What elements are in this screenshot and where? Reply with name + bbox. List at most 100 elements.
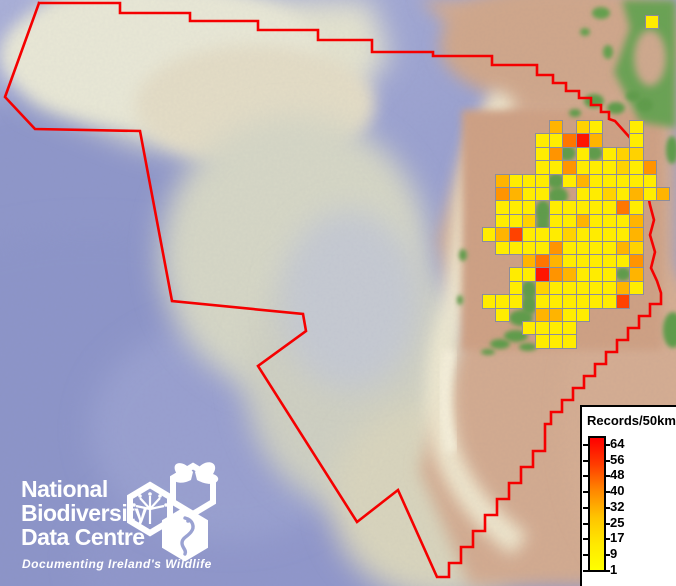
legend-tick-mark bbox=[583, 444, 588, 446]
grid-cell bbox=[575, 307, 590, 322]
legend-tick-label: 56 bbox=[610, 451, 625, 467]
grid-cell bbox=[575, 213, 590, 229]
grid-cell bbox=[642, 173, 657, 188]
grid-cell bbox=[589, 187, 604, 202]
grid-cell bbox=[575, 267, 590, 282]
grid-cell bbox=[589, 254, 604, 269]
legend-tick-mark bbox=[583, 522, 588, 525]
grid-cell bbox=[508, 213, 523, 229]
grid-cell bbox=[535, 254, 550, 269]
grid-cell bbox=[602, 160, 617, 175]
grid-cell bbox=[645, 15, 660, 30]
legend-color-ramp bbox=[588, 436, 606, 572]
grid-cell bbox=[615, 213, 631, 229]
grid-cell bbox=[535, 146, 550, 162]
grid-cell bbox=[629, 213, 644, 229]
grid-cell bbox=[495, 187, 510, 202]
grid-cell bbox=[615, 227, 631, 242]
butterfly-hexagon-icon bbox=[170, 462, 219, 518]
grid-cell bbox=[508, 294, 523, 309]
grid-cell bbox=[562, 213, 577, 229]
grid-cell bbox=[495, 200, 510, 215]
grid-cell bbox=[495, 307, 510, 322]
logo-line1: National bbox=[21, 476, 108, 502]
grid-cell bbox=[495, 294, 510, 309]
grid-cell bbox=[548, 160, 564, 175]
grid-cell bbox=[508, 240, 523, 255]
grid-cell bbox=[508, 280, 523, 296]
legend-tick-mark bbox=[583, 506, 588, 509]
grid-cell bbox=[562, 160, 577, 175]
grid-cell bbox=[535, 280, 550, 296]
legend-tick-mark bbox=[606, 538, 610, 541]
grid-cell bbox=[602, 146, 617, 162]
logo-line3: Data Centre bbox=[21, 524, 145, 550]
grid-cell bbox=[562, 254, 577, 269]
grid-cell bbox=[602, 187, 617, 202]
grid-cell bbox=[629, 173, 644, 188]
grid-cell bbox=[522, 187, 537, 202]
grid-cell bbox=[522, 267, 537, 282]
grid-cell bbox=[548, 254, 564, 269]
legend-tick-mark bbox=[583, 459, 588, 462]
grid-cell bbox=[575, 173, 590, 188]
nbdc-logo: National Biodiversity Data Centre Docume… bbox=[0, 440, 260, 586]
grid-cell bbox=[548, 267, 564, 282]
grid-cell bbox=[522, 173, 537, 188]
grid-cell bbox=[629, 187, 644, 202]
grid-cell bbox=[495, 227, 510, 242]
grid-cell bbox=[629, 133, 644, 148]
grid-cell bbox=[562, 173, 577, 188]
grid-cell bbox=[535, 307, 550, 322]
legend-tick-label: 64 bbox=[610, 436, 625, 451]
grid-cell bbox=[535, 133, 550, 148]
grid-cell bbox=[575, 146, 590, 162]
grid-cell bbox=[548, 213, 564, 229]
grid-cell bbox=[642, 187, 657, 202]
grid-cell bbox=[535, 240, 550, 255]
grid-cell bbox=[562, 294, 577, 309]
legend-tick-mark bbox=[606, 459, 610, 462]
grid-cell bbox=[656, 187, 671, 202]
grid-cell bbox=[548, 321, 564, 336]
grid-cell bbox=[615, 294, 631, 309]
grid-cell bbox=[575, 254, 590, 269]
legend-tick-mark bbox=[606, 491, 610, 494]
legend-tick-label: 40 bbox=[610, 483, 625, 499]
logo-tagline: Documenting Ireland's Wildlife bbox=[22, 557, 212, 571]
legend-title: Records/50km bbox=[587, 413, 676, 428]
grid-cell bbox=[589, 173, 604, 188]
grid-cell bbox=[495, 213, 510, 229]
legend-tick-mark bbox=[606, 475, 610, 478]
grid-cell bbox=[575, 280, 590, 296]
grid-cell bbox=[602, 267, 617, 282]
grid-cell bbox=[522, 254, 537, 269]
legend-tick-label: 17 bbox=[610, 530, 625, 546]
grid-cell bbox=[642, 160, 657, 175]
grid-cell bbox=[548, 307, 564, 322]
grid-cell bbox=[495, 173, 510, 188]
grid-cell bbox=[602, 227, 617, 242]
grid-cell bbox=[575, 200, 590, 215]
grid-cell bbox=[615, 146, 631, 162]
grid-cell bbox=[535, 173, 550, 188]
grid-cell bbox=[548, 133, 564, 148]
grid-cell bbox=[562, 307, 577, 322]
grid-cell bbox=[629, 160, 644, 175]
legend-tick-label: 9 bbox=[610, 545, 618, 561]
grid-cell bbox=[562, 200, 577, 215]
legend-tick-mark bbox=[606, 506, 610, 509]
grid-cell bbox=[602, 200, 617, 215]
grid-cell bbox=[589, 160, 604, 175]
grid-cell bbox=[602, 213, 617, 229]
grid-cell bbox=[575, 160, 590, 175]
seahorse-hexagon-icon bbox=[162, 506, 208, 562]
grid-cell bbox=[548, 280, 564, 296]
legend-tick-mark bbox=[606, 553, 610, 556]
grid-cell bbox=[629, 267, 644, 282]
grid-cell bbox=[548, 120, 564, 135]
grid-cell bbox=[629, 200, 644, 215]
designated-area-boundary bbox=[3, 1, 663, 579]
grid-cell bbox=[589, 294, 604, 309]
